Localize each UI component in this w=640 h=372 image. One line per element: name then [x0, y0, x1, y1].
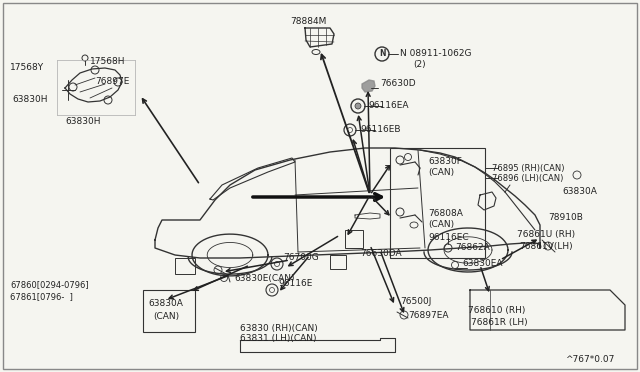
Text: 76700G: 76700G	[283, 253, 319, 263]
Text: 76896 (LH)(CAN): 76896 (LH)(CAN)	[492, 174, 563, 183]
Text: 78884M: 78884M	[290, 17, 326, 26]
Text: 63830H: 63830H	[65, 118, 100, 126]
Text: 63831 (LH)(CAN): 63831 (LH)(CAN)	[240, 334, 317, 343]
Text: 63830A: 63830A	[148, 299, 183, 308]
Text: 76861U (RH): 76861U (RH)	[517, 230, 575, 238]
Text: 63830A: 63830A	[562, 187, 597, 196]
Text: N 08911-1062G: N 08911-1062G	[400, 49, 472, 58]
Text: 76895 (RH)(CAN): 76895 (RH)(CAN)	[492, 164, 564, 173]
Text: 63830E(CAN): 63830E(CAN)	[234, 273, 294, 282]
Text: 768610 (RH): 768610 (RH)	[468, 305, 525, 314]
Text: 63830 (RH)(CAN): 63830 (RH)(CAN)	[240, 324, 317, 333]
Text: 78910B: 78910B	[548, 214, 583, 222]
Text: 96116EB: 96116EB	[360, 125, 401, 135]
Text: 17568Y: 17568Y	[10, 64, 44, 73]
Bar	[390, 148, 485, 258]
Bar	[330, 255, 346, 269]
Text: 67860[0294-0796]: 67860[0294-0796]	[10, 280, 88, 289]
Text: 63830EA: 63830EA	[462, 260, 502, 269]
Text: 76500J: 76500J	[400, 298, 431, 307]
Text: (CAN): (CAN)	[428, 167, 454, 176]
Text: 63830H: 63830H	[12, 96, 47, 105]
Polygon shape	[362, 80, 375, 92]
Text: 76630DA: 76630DA	[360, 250, 402, 259]
Text: 76808A: 76808A	[428, 209, 463, 218]
Circle shape	[355, 103, 361, 109]
Text: 76897EA: 76897EA	[408, 311, 449, 320]
Text: 67861[0796-  ]: 67861[0796- ]	[10, 292, 73, 301]
Bar	[175, 258, 195, 274]
Bar	[345, 230, 363, 248]
Bar	[143, 290, 195, 332]
Text: (2): (2)	[413, 61, 426, 70]
Text: 76862A: 76862A	[455, 244, 490, 253]
Text: 96116EA: 96116EA	[368, 100, 408, 109]
Text: 76630D: 76630D	[380, 78, 415, 87]
Text: 76861R (LH): 76861R (LH)	[471, 317, 527, 327]
Text: (CAN): (CAN)	[428, 219, 454, 228]
Text: 76897E: 76897E	[95, 77, 129, 87]
Text: 17568H: 17568H	[90, 58, 125, 67]
Text: 96116E: 96116E	[278, 279, 312, 288]
Text: (CAN): (CAN)	[153, 311, 179, 321]
Text: N: N	[379, 49, 385, 58]
Text: 76861V(LH): 76861V(LH)	[519, 241, 573, 250]
Text: 96116EC: 96116EC	[428, 234, 468, 243]
Text: ^767*0.07: ^767*0.07	[565, 356, 614, 365]
Text: 63830F: 63830F	[428, 157, 462, 167]
